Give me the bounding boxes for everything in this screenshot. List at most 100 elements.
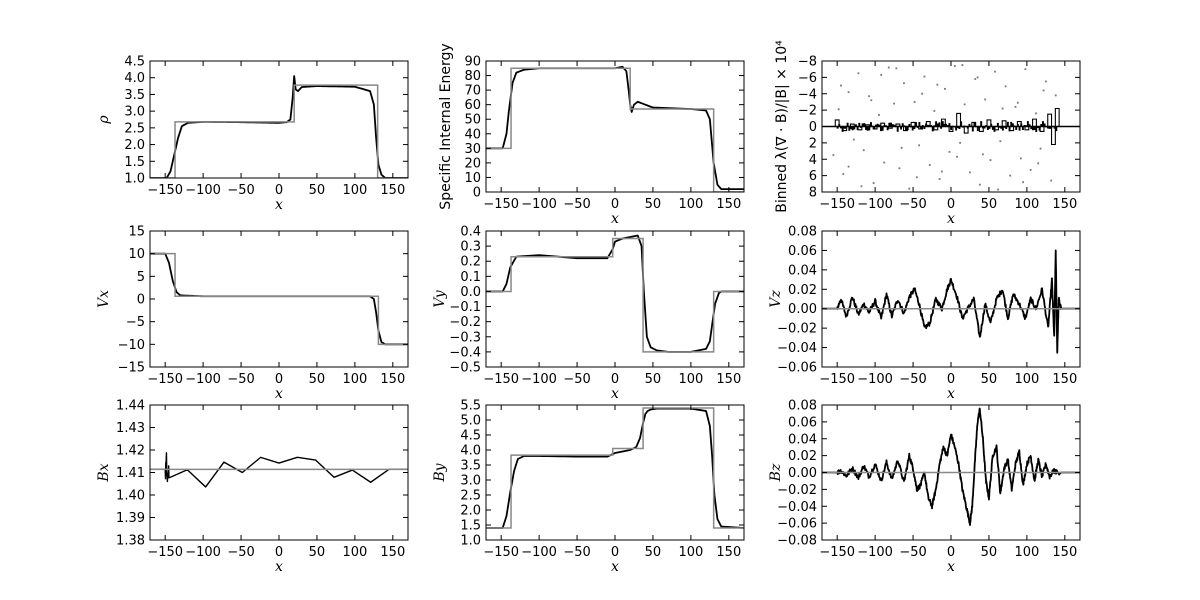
y-tick-label: 3.0 [460,474,481,489]
scatter-point [1024,68,1027,71]
simulation-series [822,407,1080,526]
y-axis-label: Vx [96,290,112,308]
scatter-point [860,185,863,188]
x-tick-label: −150 [819,372,855,387]
scatter-point [938,178,941,180]
scatter-point [852,138,855,141]
x-tick-label: −100 [521,545,557,560]
y-tick-label: 10 [464,171,481,186]
y-tick-label: 30 [464,142,481,157]
x-tick-label: 100 [1014,197,1039,212]
y-tick-label: −0.3 [449,330,481,345]
y-tick-label: 4.5 [124,55,145,70]
axes-frame [149,404,409,541]
y-tick-label: 4 [809,153,817,168]
y-tick-label: 2.0 [460,504,481,519]
x-axis-label: x [611,211,619,227]
plot-area-vy [486,234,744,353]
y-tick-label: −0.1 [449,300,481,315]
y-tick-label: 5 [137,270,145,285]
scatter-point [1016,101,1019,104]
x-axis-label: x [947,386,955,402]
y-axis-label: Binned λ(∇ · B)/|B| × 10⁴ [774,40,790,213]
y-tick-label: −4 [798,87,817,102]
y-tick-label: 1.38 [116,534,145,549]
x-tick-label: 50 [309,183,326,198]
scatter-point [837,108,840,111]
y-tick-label: 5.5 [460,399,481,414]
scatter-point [903,82,905,85]
axes-frame [821,230,1081,368]
x-tick-label: −150 [483,545,519,560]
y-tick-label: 0.1 [460,270,481,285]
scatter-point [913,101,916,103]
x-tick-label: −150 [483,197,519,212]
y-tick-label: −0.06 [777,517,817,532]
y-tick-label: 0 [137,293,145,308]
y-axis-label: Bz [768,463,784,482]
x-axis-label: x [947,211,955,227]
exact-series [486,407,744,529]
scatter-point [1039,147,1042,150]
scatter-point [1054,94,1057,97]
x-tick-label: −100 [185,183,221,198]
scatter-point [984,98,987,101]
x-axis-label: x [275,559,283,575]
x-tick-label: 50 [981,372,998,387]
scatter-point [1014,105,1017,108]
x-axis-label: x [275,386,283,402]
scatter-point [1035,112,1037,115]
y-tick-label: −0.04 [777,500,817,515]
y-tick-label: 2.0 [124,138,145,153]
y-tick-label: −0.08 [777,534,817,549]
x-tick-label: −150 [819,545,855,560]
scatter-point [840,84,842,87]
y-tick-label: 1.5 [124,155,145,170]
x-tick-label: −100 [185,372,221,387]
panel-vz: −150 −100 −50 0 50 100 150 −0.06 −0.04 −0.02 0.00 0… [768,225,1081,402]
y-axis-label: By [432,462,448,482]
plot-area-rho [150,75,408,178]
y-tick-label: 40 [464,127,481,142]
x-tick-label: 50 [981,197,998,212]
y-tick-label: −10 [118,338,145,353]
y-axis-label: Bx [96,463,112,482]
y-tick-label: 0.06 [788,244,817,259]
x-tick-label: −150 [147,183,183,198]
scatter-point [1029,168,1032,171]
x-axis-label: x [275,197,283,213]
x-tick-label: 0 [947,545,955,560]
scatter-point [878,114,880,116]
scatter-point [870,99,873,102]
x-tick-label: 150 [1052,372,1077,387]
y-tick-label: −2 [798,104,817,119]
y-tick-label: 2.5 [124,121,145,136]
y-tick-label: 0.02 [788,283,817,298]
y-tick-label: 0.3 [460,240,481,255]
x-tick-label: −150 [819,197,855,212]
y-tick-label: 0.2 [460,255,481,270]
axes-frame [485,404,745,541]
x-tick-label: −50 [899,545,926,560]
x-tick-label: −50 [563,197,590,212]
y-tick-label: 0 [809,120,817,135]
x-tick-label: 0 [611,197,619,212]
y-axis-label: Vz [768,290,784,308]
y-tick-label: −0.02 [777,322,817,337]
scatter-point [898,167,901,170]
panel-bx: −150 −100 −50 0 50 100 150 1.38 1.39 1.40 1.41 1.42… [96,399,409,575]
panel-by: −150 −100 −50 0 50 100 1501.01.52.02.53.03.54.… [432,399,745,575]
scatter-point [936,83,939,86]
scatter-point [994,70,996,73]
scatter-point [981,153,984,156]
scatter-point [1019,157,1022,160]
scatter-point [893,102,895,105]
scatter-point [978,183,981,186]
y-tick-label: 2.5 [460,489,481,504]
y-tick-label: 0.4 [460,225,481,240]
simulation-series [486,65,744,190]
y-tick-label: 20 [464,156,481,171]
scatter-point [923,75,926,78]
